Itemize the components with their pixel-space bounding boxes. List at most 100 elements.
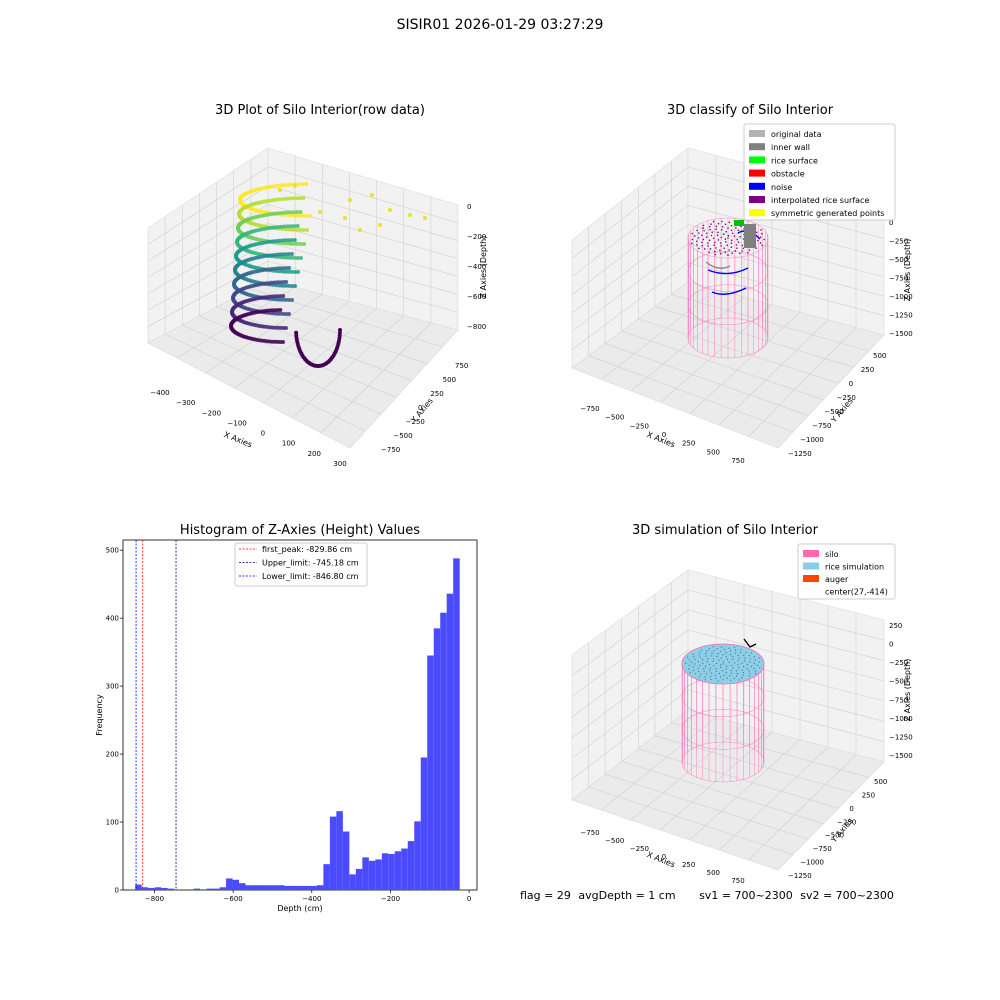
plot1-data-point [293,284,297,288]
plot4-surface-point [726,659,729,661]
histogram-y-tick-label: 200 [106,751,119,759]
plot2-interp-point [691,238,694,241]
plot1-x-tick-label: −100 [228,419,247,427]
plot1-data-point [280,252,285,257]
plot4-surface-point [728,647,730,649]
plot2-interp-point [730,242,733,244]
plot4-surface-point [728,661,730,663]
plot1-grid-line [147,166,269,245]
plot1-data-point [289,224,293,229]
histogram-bar [193,888,201,890]
histogram-y-tick-label: 400 [106,615,119,623]
plot1-data-point [338,328,342,332]
plot4-surface-point [703,670,705,672]
plot1-data-point [294,196,299,201]
plot1-data-point [301,228,306,232]
histogram-bar [271,885,278,890]
plot2-interp-point [705,236,708,238]
plot1-grid-line [320,322,432,434]
plot2-grid-line [748,327,857,437]
plot1-z-tick-label: −800 [467,323,486,331]
plot2-legend-swatch [749,209,765,217]
plot4-surface-point [715,677,717,680]
histogram-bar [414,821,421,890]
histogram-bar [446,593,454,890]
plot4-surface-point [705,665,707,667]
plot4-grid-line [588,786,794,855]
plot1-data-point [289,213,294,218]
plot4-x-tick-label: 750 [731,877,744,885]
plot2-interp-point [742,247,744,250]
plot4-title: 3D simulation of Silo Interior [632,523,818,538]
plot1-data-point [266,185,271,190]
plot4-grid-line [687,629,885,682]
plot2-interp-point [735,227,737,229]
histogram-bar [200,889,207,890]
plot1-data-point [343,216,347,220]
plot2-legend-label: noise [771,183,792,192]
plot4-surface-point [744,657,746,659]
sv2-text: sv2 = 700~2300 [800,889,894,902]
plot1-data-point [276,225,281,230]
plot1-data-point [290,227,295,232]
plot4-grid-line [748,754,857,861]
plot1-data-point [280,297,285,302]
plot2-interp-point [731,252,733,254]
histogram-legend-label: Upper_limit: -745.18 cm [262,559,359,568]
plot2-interp-point [716,234,719,236]
plot4-y-tick-label: −1250 [788,872,812,880]
plot4-x-tick-label: −500 [605,837,624,845]
plot1-data-point [286,182,291,187]
plot2-interp-point [728,249,730,251]
histogram-bar [316,885,324,890]
plot4-surface-point [730,672,733,675]
plot2-interp-point [702,238,705,241]
plot2-grid-line [621,330,824,400]
plot2-rice-patch [734,220,744,226]
plot4-legend-label: silo [825,550,839,559]
plot4-surface-point [688,668,690,670]
plot1-data-point [423,216,427,220]
plot2-interp-point [730,239,733,242]
plot1-y-tick-label: 750 [455,362,468,370]
plot4-floor-pane [571,709,885,871]
plot1-data-point [275,280,280,285]
plot4-surface-point [729,650,732,652]
plot2-silo-ring [687,284,769,325]
plot1-y-tick-label: 250 [430,390,443,398]
plot2-interp-point [708,225,711,228]
plot1-data-point [278,308,283,312]
plot4-surface-point [693,656,695,658]
plot2-interp-point [736,238,738,241]
flag-text: flag = 29 [520,889,571,902]
plot4-surface-point [698,670,700,672]
histogram-bar [213,888,220,890]
plot4-surface-point [690,661,693,663]
plot4-surface-point [708,648,711,650]
histogram-bar [381,853,389,890]
plot4-surface-point [723,674,725,676]
plot1-grid-line [267,260,459,313]
plot1-data-point [284,196,288,201]
plot2-interp-point [707,242,709,244]
plot2-interp-point [691,242,693,245]
plot1-data-point [284,280,289,284]
plot4-surface-point [753,662,755,665]
plot1-data-point [283,297,288,302]
plot2-interp-point [725,230,727,233]
plot1-grid-line [182,324,381,415]
plot2-x-tick-label: −500 [605,414,624,422]
plot4-grid-line [571,669,689,759]
plot1-data-point [274,197,279,202]
plot1-data-point [265,199,269,204]
plot4-y-tick-label: −750 [813,845,832,853]
plot1-data-point [287,196,292,201]
plot1-y-tick-label: −500 [393,432,412,440]
plot2-interp-point [730,246,733,248]
histogram-bar [148,887,155,890]
plot1-data-point [291,241,296,246]
plot2-interp-point [723,247,725,249]
plot2-z-tick-label: −750 [889,275,908,283]
plot4-surface-point [709,667,711,669]
plot4-3d-axes: −750 −500 −250 0 250 500 750 500 250 0 −250 −500 −75… [571,543,913,885]
